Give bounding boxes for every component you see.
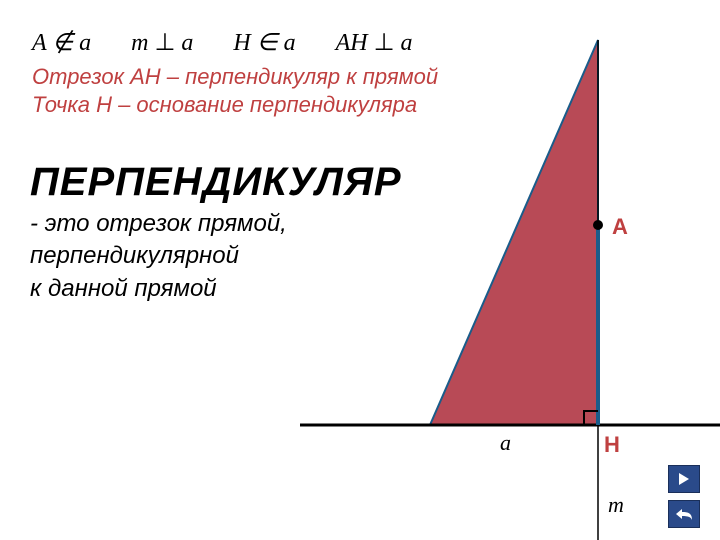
label-line-a: a [500, 430, 511, 456]
play-icon [676, 471, 692, 487]
subtitle-line-1: Отрезок АН – перпендикуляр к прямой [32, 64, 438, 90]
definition-line-3: к данной прямой [30, 273, 287, 305]
filled-triangle [430, 40, 598, 425]
next-button[interactable] [668, 465, 700, 493]
point-a [593, 220, 603, 230]
label-a-point: A [612, 214, 628, 240]
math-expressions-row: A ∉ a m ⊥ a H ∈ a AH ⊥ a [32, 28, 413, 57]
expr-m-perp-a: m ⊥ a [131, 28, 193, 57]
label-h-point: H [604, 432, 620, 458]
expr-h-in-a: H ∈ a [233, 28, 295, 57]
right-angle-marker [584, 411, 598, 425]
definition-line-1: - это отрезок прямой, [30, 208, 287, 240]
page-title: ПЕРПЕНДИКУЛЯР [30, 160, 402, 205]
definition-text: - это отрезок прямой, перпендикулярной к… [30, 208, 287, 305]
return-icon [674, 506, 694, 522]
expr-ah-perp-a: AH ⊥ a [336, 28, 413, 57]
label-line-m: m [608, 492, 624, 518]
back-button[interactable] [668, 500, 700, 528]
slide: A ∉ a m ⊥ a H ∈ a AH ⊥ a Отрезок АН – пе… [0, 0, 720, 540]
expr-a-notin-a: A ∉ a [32, 28, 91, 57]
subtitle-line-2: Точка Н – основание перпендикуляра [32, 92, 417, 118]
definition-line-2: перпендикулярной [30, 240, 287, 272]
